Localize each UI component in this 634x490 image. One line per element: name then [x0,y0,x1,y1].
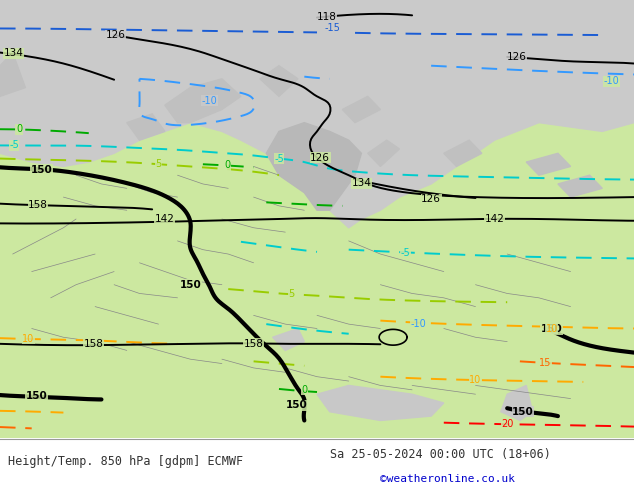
Text: 150: 150 [179,280,201,290]
Text: 126: 126 [310,153,330,163]
Polygon shape [165,79,241,122]
Text: 134: 134 [351,178,372,188]
Polygon shape [558,175,602,197]
Text: 142: 142 [155,214,175,224]
Text: 10: 10 [469,375,482,385]
Polygon shape [526,153,571,175]
Text: 5: 5 [288,289,295,299]
Polygon shape [127,114,165,140]
Polygon shape [0,52,25,97]
Text: -10: -10 [411,319,426,329]
Text: ©weatheronline.co.uk: ©weatheronline.co.uk [380,473,515,484]
Text: 126: 126 [507,52,527,62]
Text: 142: 142 [484,214,505,224]
Polygon shape [368,140,399,167]
Text: Height/Temp. 850 hPa [gdpm] ECMWF: Height/Temp. 850 hPa [gdpm] ECMWF [8,455,243,468]
Text: 158: 158 [84,339,104,349]
Polygon shape [260,66,298,97]
Text: 20: 20 [501,419,514,429]
Text: 134: 134 [4,49,24,58]
Text: -10: -10 [202,96,217,106]
Text: -5: -5 [274,153,284,164]
Text: 15: 15 [539,358,552,368]
Text: 158: 158 [243,339,264,349]
Text: 10: 10 [22,334,35,344]
Text: 150: 150 [26,392,48,401]
Text: Sa 25-05-2024 00:00 UTC (18+06): Sa 25-05-2024 00:00 UTC (18+06) [330,448,550,461]
Text: 126: 126 [105,30,126,40]
Text: 10: 10 [545,323,558,334]
Text: -5: -5 [9,141,19,150]
Text: 150: 150 [30,165,52,175]
Text: 158: 158 [28,200,48,210]
Polygon shape [317,386,444,420]
Polygon shape [501,386,533,420]
Text: 118: 118 [316,12,337,22]
Text: -5: -5 [401,248,411,258]
Text: 5: 5 [155,159,162,169]
Polygon shape [444,140,482,167]
Text: 0: 0 [224,160,230,170]
Text: 0: 0 [301,385,307,395]
Text: 150: 150 [512,407,534,416]
Polygon shape [0,0,634,228]
Text: 150: 150 [541,324,562,334]
Text: 0: 0 [16,124,22,134]
Text: -10: -10 [604,76,619,86]
Text: 150: 150 [286,400,307,410]
Text: -15: -15 [324,23,340,33]
Polygon shape [266,122,361,210]
Text: 126: 126 [421,195,441,204]
Polygon shape [273,328,304,350]
Polygon shape [342,97,380,122]
